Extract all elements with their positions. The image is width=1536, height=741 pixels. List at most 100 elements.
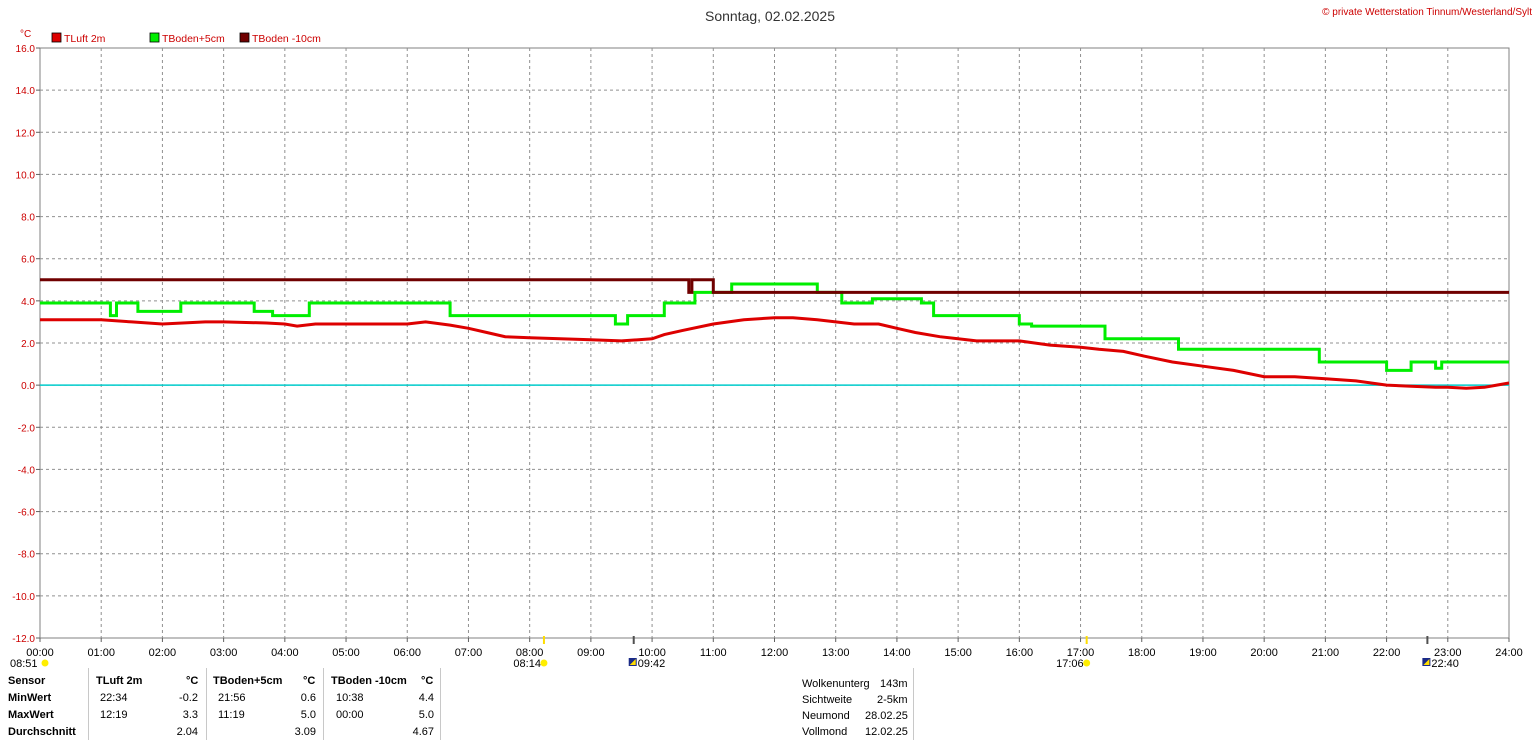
stats-header-sensor: Sensor [8, 675, 46, 687]
moon-mark-label: 09:42 [638, 658, 666, 670]
info-value-visibility: 2-5km [877, 694, 908, 706]
max-tboden10-time: 00:00 [336, 709, 364, 721]
min-tboden5-value: 0.6 [300, 692, 316, 704]
y-tick-label: -10.0 [12, 592, 35, 603]
min-tluft-time: 22:34 [100, 692, 128, 704]
sun-mark-label: 08:51 [10, 658, 38, 670]
y-tick-label: -8.0 [18, 550, 36, 561]
min-tboden5-time: 21:56 [218, 692, 246, 704]
x-tick-label: 22:00 [1373, 647, 1401, 659]
x-tick-label: 07:00 [455, 647, 483, 659]
y-tick-label: -4.0 [18, 465, 36, 476]
legend-swatch [149, 32, 160, 43]
x-axis: 00:00 01:00 02:00 03:00 04:00 05:00 06:00 07:00… [26, 638, 1523, 659]
min-tboden10-value: 4.4 [418, 692, 434, 704]
info-value-newmoon: 28.02.25 [865, 710, 908, 722]
moon-mark-label: 22:40 [1431, 658, 1459, 670]
series-line-1 [40, 282, 1509, 372]
y-tick-label: -12.0 [12, 634, 35, 645]
x-tick-label: 11:00 [700, 647, 727, 659]
chart-grid [39, 47, 1510, 639]
x-tick-label: 03:00 [210, 647, 238, 659]
y-tick-label: -2.0 [18, 423, 36, 434]
stats-header-unit3: °C [421, 675, 434, 687]
x-tick-label: 13:00 [822, 647, 850, 659]
y-axis-unit: °C [20, 29, 31, 40]
y-tick-label: 10.0 [16, 170, 36, 181]
x-tick-label: 09:00 [577, 647, 605, 659]
min-tluft-value: -0.2 [179, 692, 198, 704]
stats-header-unit1: °C [186, 675, 199, 687]
avg-tboden10-value: 4.67 [412, 726, 434, 738]
moon-icon-shape [1423, 659, 1430, 665]
legend-label: TLuft 2m [64, 33, 106, 45]
x-tick-label: 18:00 [1128, 647, 1156, 659]
legend-swatch [51, 32, 62, 43]
stats-header-unit2: °C [303, 675, 316, 687]
y-tick-label: 8.0 [21, 213, 35, 224]
y-tick-label: 16.0 [16, 44, 36, 55]
x-tick-label: 24:00 [1495, 647, 1523, 659]
x-tick-label: 12:00 [761, 647, 789, 659]
info-label-clouds: Wolkenunterg [802, 678, 870, 690]
row-label-avg: Durchschnitt [8, 726, 76, 738]
row-label-max: MaxWert [8, 709, 54, 721]
x-tick-label: 05:00 [332, 647, 360, 659]
x-tick-label: 20:00 [1250, 647, 1278, 659]
y-tick-label: 6.0 [21, 255, 35, 266]
row-label-min: MinWert [8, 692, 52, 704]
stats-header-tboden5: TBoden+5cm [213, 675, 283, 687]
sun-mark-label: 17:06 [1056, 658, 1084, 670]
info-label-newmoon: Neumond [802, 710, 850, 722]
max-tboden5-time: 11:19 [218, 709, 245, 721]
max-tluft-value: 3.3 [182, 709, 198, 721]
x-tick-label: 04:00 [271, 647, 299, 659]
x-tick-label: 08:00 [516, 647, 544, 659]
sun-icon [1083, 659, 1091, 667]
max-tboden10-value: 5.0 [418, 709, 434, 721]
sun-icon [41, 659, 49, 667]
sun-icon [540, 659, 548, 667]
sun-mark-label: 08:14 [513, 658, 541, 670]
info-value-clouds: 143m [880, 678, 908, 690]
series-line-0 [40, 316, 1510, 390]
max-tluft-time: 12:19 [100, 709, 128, 721]
max-tboden5-value: 5.0 [300, 709, 316, 721]
y-tick-label: 0.0 [21, 381, 35, 392]
x-tick-label: 21:00 [1312, 647, 1340, 659]
x-tick-label: 17:00 [1067, 647, 1095, 659]
moon-icon-shape [629, 659, 636, 665]
x-tick-label: 23:00 [1434, 647, 1462, 659]
y-tick-label: 14.0 [16, 86, 36, 97]
y-axis: 16.0 14.0 12.0 10.0 8.0 6.0 4.0 2.0 0.0 -2.0 -4.0 -… [12, 44, 40, 645]
info-label-fullmoon: Vollmond [802, 726, 848, 738]
y-tick-label: -6.0 [18, 508, 36, 519]
copyright-text: © private Wetterstation Tinnum/Westerlan… [1322, 7, 1532, 18]
stats-header-tluft: TLuft 2m [96, 675, 143, 687]
x-tick-label: 02:00 [149, 647, 177, 659]
chart-legend: TLuft 2m TBoden+5cm TBoden -10cm [51, 32, 321, 45]
stats-header-tboden10: TBoden -10cm [331, 675, 407, 687]
avg-tluft-value: 2.04 [176, 726, 198, 738]
x-tick-label: 16:00 [1006, 647, 1034, 659]
legend-label: TBoden -10cm [252, 33, 321, 45]
legend-swatch [239, 32, 250, 43]
info-value-fullmoon: 12.02.25 [865, 726, 908, 738]
legend-label: TBoden+5cm [162, 33, 225, 45]
x-tick-label: 01:00 [87, 647, 115, 659]
info-label-visibility: Sichtweite [802, 694, 853, 706]
chart-title: Sonntag, 02.02.2025 [705, 8, 835, 24]
y-tick-label: 2.0 [21, 339, 35, 350]
avg-tboden5-value: 3.09 [294, 726, 316, 738]
y-tick-label: 12.0 [16, 128, 36, 139]
chart-series [40, 278, 1510, 390]
y-tick-label: 4.0 [21, 297, 35, 308]
min-tboden10-time: 10:38 [336, 692, 364, 704]
x-tick-label: 14:00 [883, 647, 911, 659]
x-tick-label: 19:00 [1189, 647, 1217, 659]
x-tick-label: 00:00 [26, 647, 54, 659]
x-tick-label: 15:00 [944, 647, 972, 659]
x-tick-label: 06:00 [393, 647, 421, 659]
x-tick-label: 10:00 [638, 647, 666, 659]
series-line-2 [40, 278, 1509, 294]
